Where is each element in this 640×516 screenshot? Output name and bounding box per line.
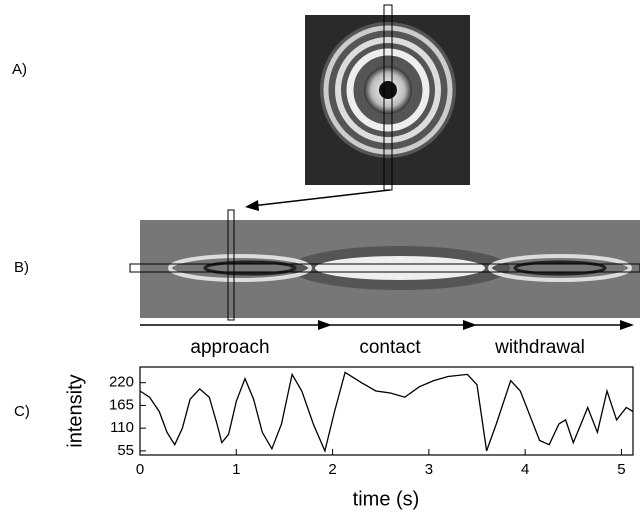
x-tick-label: 2 — [328, 461, 336, 478]
x-tick-label: 4 — [521, 461, 529, 478]
panel-label: C) — [14, 403, 30, 420]
phase-label: approach — [190, 337, 269, 358]
x-tick-label: 3 — [425, 461, 433, 478]
panel-label: B) — [14, 259, 29, 276]
intensity-line — [139, 371, 634, 453]
arrow — [251, 189, 391, 207]
phase-label: withdrawal — [494, 337, 585, 358]
y-tick-label: 165 — [109, 396, 134, 413]
phase-label: contact — [359, 337, 421, 358]
time-strip-image — [129, 209, 640, 321]
arrow-head — [463, 320, 477, 330]
y-tick-label: 110 — [110, 419, 134, 436]
x-tick-label: 1 — [232, 461, 240, 478]
y-tick-label: 220 — [109, 374, 134, 391]
y-tick-label: 55 — [117, 442, 134, 459]
plot-frame — [139, 366, 634, 456]
arrow-head — [245, 200, 259, 211]
arrow-head — [318, 320, 332, 330]
arrow-head — [620, 320, 634, 330]
x-axis-label: time (s) — [353, 488, 420, 510]
x-tick-label: 5 — [617, 461, 625, 478]
panel-label: A) — [12, 61, 27, 78]
x-tick-label: 0 — [136, 461, 144, 478]
y-axis-label: intensity — [64, 374, 86, 447]
interference-image — [305, 4, 470, 191]
